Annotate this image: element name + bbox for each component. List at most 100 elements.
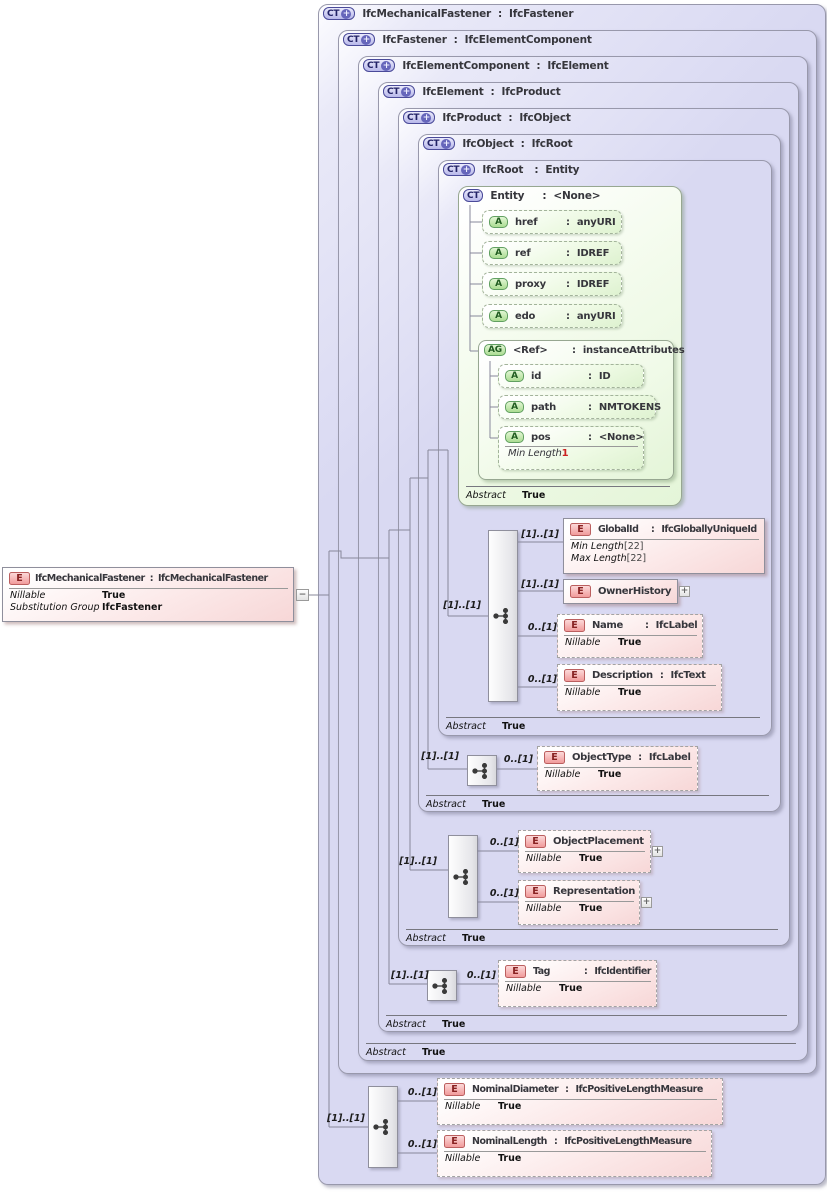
element-name: IfcMechanicalFastener (35, 573, 145, 584)
expand-button-objectplacement[interactable]: + (652, 846, 663, 857)
attribute-icon: A (489, 278, 508, 290)
cardinality-seq-ifcelement: [1]..[1] (391, 970, 429, 981)
divider (564, 685, 716, 686)
complex-type-icon: CT + (363, 59, 396, 72)
ct-header-entity[interactable]: CT Entity: <None> (463, 189, 601, 202)
global-element-ifcmechanicalfastener[interactable]: E IfcMechanicalFastener: IfcMechanicalFas… (2, 567, 294, 622)
colon: : (534, 163, 539, 176)
element-icon: E (505, 965, 526, 978)
element-ownerhistory[interactable]: E OwnerHistory (563, 579, 678, 604)
divider (444, 1151, 706, 1152)
attribute-group-header[interactable]: AG <Ref>: instanceAttributes (484, 344, 685, 356)
attribute-name: path (531, 401, 557, 413)
attribute-icon: A (489, 216, 508, 228)
element-name: Representation (553, 886, 636, 897)
colon: : (566, 216, 570, 228)
facet-abstract-ifcobject: Abstract True (426, 795, 769, 810)
element-name: OwnerHistory (598, 586, 672, 597)
colon: : (645, 620, 649, 631)
divider (564, 635, 697, 636)
element-type: IfcGloballyUniqueId (661, 524, 757, 535)
attribute-id[interactable]: A id: ID (498, 364, 644, 388)
colon: : (572, 344, 576, 356)
element-type: IfcIdentifier (594, 966, 651, 977)
sequence-icon (493, 608, 509, 624)
divider (444, 1099, 717, 1100)
attribute-name: pos (531, 431, 551, 443)
cardinality-name: 0..[1] (527, 622, 557, 633)
ct-header-ifcelement[interactable]: CT + IfcElement: IfcProduct (383, 85, 561, 98)
ct-header-ifcroot[interactable]: CT + IfcRoot: Entity (443, 163, 579, 176)
colon: : (566, 247, 570, 259)
ct-header-ifcfastener[interactable]: CT + IfcFastener: IfcElementComponent (343, 33, 592, 46)
attribute-type: NMTOKENS (598, 401, 662, 413)
facet-abstract-entity: Abstract True (466, 486, 670, 501)
colon: : (565, 1084, 569, 1095)
sequence-compositor-ifcelement[interactable] (427, 970, 457, 1001)
facet-abstract-ifcproduct: Abstract True (406, 929, 778, 944)
attribute-proxy[interactable]: A proxy: IDREF (482, 272, 622, 296)
colon: : (542, 189, 547, 202)
base-type: IfcElementComponent (464, 33, 592, 46)
element-nominallength[interactable]: E NominalLength: IfcPositiveLengthMeasure… (437, 1130, 712, 1177)
colon: : (566, 278, 570, 290)
element-objecttype[interactable]: E ObjectType: IfcLabel Nillable True (537, 746, 698, 791)
expand-button-representation[interactable]: + (641, 897, 652, 908)
colon: : (536, 59, 541, 72)
element-nominaldiameter[interactable]: E NominalDiameter: IfcPositiveLengthMeasu… (437, 1078, 723, 1125)
expand-button-ownerhistory[interactable]: + (679, 586, 690, 597)
base-type: IfcRoot (531, 137, 573, 150)
attribute-pos[interactable]: A pos: <None> Min Length 1 (498, 426, 644, 470)
attribute-path[interactable]: A path: NMTOKENS (498, 395, 661, 419)
attribute-edo[interactable]: A edo: anyURI (482, 304, 622, 328)
sequence-compositor-ifcproduct[interactable] (448, 835, 478, 918)
ct-header-ifcelementcomponent[interactable]: CT + IfcElementComponent: IfcElement (363, 59, 609, 72)
sequence-compositor-ifcobject[interactable] (467, 755, 497, 786)
element-icon: E (564, 619, 585, 632)
element-tag[interactable]: E Tag: IfcIdentifier Nillable True (498, 960, 657, 1007)
cardinality-ownerhistory: [1]..[1] (521, 579, 559, 590)
element-description[interactable]: E Description: IfcText Nillable True (557, 664, 722, 711)
type-name: Entity (490, 189, 525, 202)
element-type: IfcMechanicalFastener (158, 573, 268, 584)
element-name[interactable]: E Name: IfcLabel Nillable True (557, 614, 703, 658)
element-globalid[interactable]: E GlobalId: IfcGloballyUniqueId Min Lengt… (563, 518, 765, 574)
element-type: IfcText (670, 670, 706, 681)
ct-header-ifcobject[interactable]: CT + IfcObject: IfcRoot (423, 137, 573, 150)
cardinality-seq-ifcroot: [1]..[1] (443, 600, 481, 611)
element-representation[interactable]: E Representation Nillable True (518, 880, 640, 925)
group-type: instanceAttributes (582, 344, 685, 356)
complex-type-icon: CT + (343, 33, 376, 46)
sequence-compositor-ifcmechanicalfastener[interactable] (368, 1086, 398, 1168)
attribute-icon: A (505, 370, 524, 382)
attribute-icon: A (505, 431, 524, 443)
attribute-ref[interactable]: A ref: IDREF (482, 241, 622, 265)
divider (570, 539, 759, 540)
type-name: IfcProduct (442, 111, 502, 124)
type-name: IfcRoot (482, 163, 524, 176)
attribute-href[interactable]: A href: anyURI (482, 210, 622, 234)
type-name: IfcObject (462, 137, 514, 150)
divider (525, 901, 634, 902)
sequence-icon (373, 1119, 389, 1135)
collapse-button[interactable]: − (296, 589, 309, 601)
cardinality-seq-ifcproduct: [1]..[1] (399, 856, 437, 867)
cardinality-nominaldiameter: 0..[1] (407, 1087, 437, 1098)
colon: : (651, 524, 655, 535)
element-icon: E (525, 885, 546, 898)
colon: : (520, 137, 525, 150)
colon: : (638, 752, 642, 763)
element-name: ObjectType (572, 752, 632, 763)
cardinality-globalid: [1]..[1] (521, 529, 559, 540)
element-objectplacement[interactable]: E ObjectPlacement Nillable True (518, 830, 651, 873)
ct-header-ifcmechanicalfastener[interactable]: CT + IfcMechanicalFastener: IfcFastener (323, 7, 574, 20)
sequence-compositor-ifcroot[interactable] (488, 530, 518, 702)
plus-icon: + (361, 34, 372, 45)
complex-type-icon: CT + (323, 7, 356, 20)
complex-type-icon: CT + (383, 85, 416, 98)
complex-type-icon: CT + (423, 137, 456, 150)
ct-header-ifcproduct[interactable]: CT + IfcProduct: IfcObject (403, 111, 571, 124)
element-icon: E (9, 572, 30, 585)
cardinality-tag: 0..[1] (466, 970, 496, 981)
